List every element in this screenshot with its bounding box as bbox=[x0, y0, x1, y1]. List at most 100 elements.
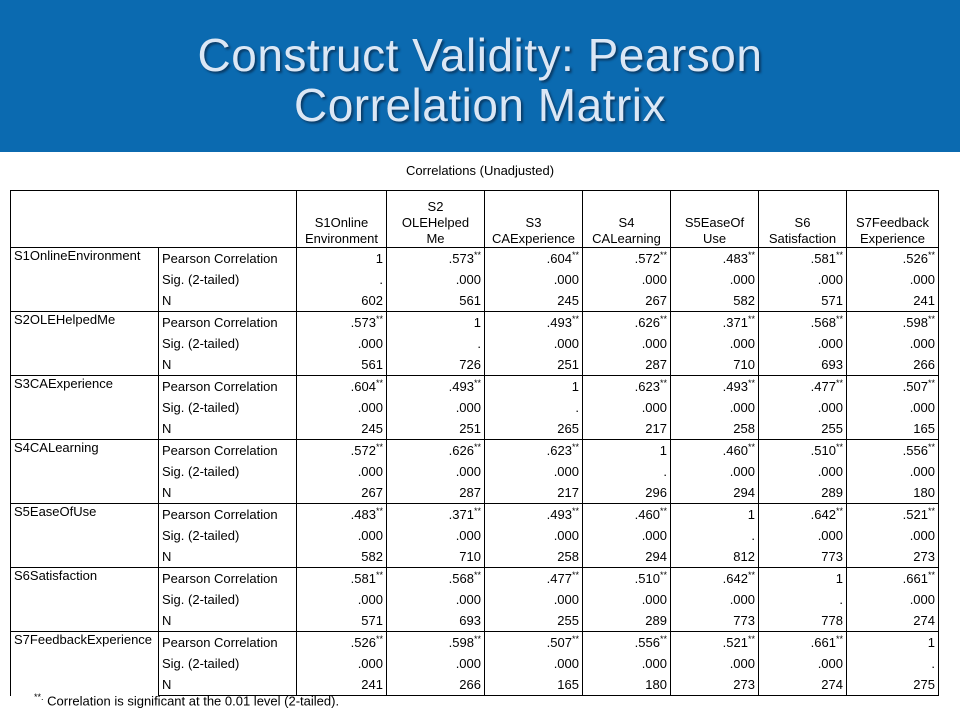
table-cell: 180 bbox=[582, 674, 671, 696]
table-cell: 267 bbox=[296, 482, 387, 504]
table-cell: .661** bbox=[846, 567, 939, 589]
table-cell: 289 bbox=[582, 610, 671, 632]
significance-marker: ** bbox=[927, 250, 935, 260]
table-cell: .000 bbox=[386, 461, 485, 482]
column-header-line-2: OLEHelped bbox=[401, 215, 470, 230]
table-cell: 710 bbox=[386, 546, 485, 568]
cell-value: 1 bbox=[835, 571, 843, 586]
cell-value: 289 bbox=[821, 485, 843, 500]
column-header-line-1 bbox=[488, 199, 579, 215]
variable-name: S1OnlineEnvironment bbox=[10, 247, 159, 312]
cell-value: .000 bbox=[729, 336, 755, 351]
table-cell: .000 bbox=[296, 589, 387, 610]
table-cell: 582 bbox=[670, 290, 759, 312]
cell-value: .000 bbox=[455, 272, 481, 287]
statistic-label: Sig. (2-tailed) bbox=[158, 269, 297, 290]
table-row: S2OLEHelpedMe Pearson Correlation .573** 1.… bbox=[10, 311, 939, 376]
table-cell: .000 bbox=[484, 653, 583, 674]
table-cell: 296 bbox=[582, 482, 671, 504]
cell-value: 294 bbox=[733, 485, 755, 500]
significance-marker: ** bbox=[375, 634, 383, 644]
cell-value: 561 bbox=[361, 357, 383, 372]
significance-marker: ** bbox=[835, 506, 843, 516]
column-header-line-1 bbox=[300, 199, 383, 215]
table-cell: 266 bbox=[846, 354, 939, 376]
cell-value: .604 bbox=[350, 379, 376, 394]
footnote-text: Correlation is significant at the 0.01 l… bbox=[47, 693, 340, 709]
footnote-marker: **. bbox=[34, 692, 44, 702]
cell-value: 710 bbox=[459, 549, 481, 564]
table-cell: 710 bbox=[670, 354, 759, 376]
cell-value: .572 bbox=[634, 251, 660, 266]
cell-value: .507 bbox=[546, 635, 572, 650]
cell-value: .000 bbox=[909, 528, 935, 543]
statistic-label: Pearson Correlation bbox=[158, 311, 297, 333]
table-cell: . bbox=[758, 589, 847, 610]
table-cell: .521** bbox=[846, 503, 939, 525]
table-row: S5EaseOfUse Pearson Correlation .483** .371… bbox=[10, 503, 939, 568]
variable-name: S5EaseOfUse bbox=[10, 503, 159, 568]
cell-value: .526 bbox=[902, 251, 928, 266]
cell-value: 693 bbox=[459, 613, 481, 628]
cell-value: . bbox=[575, 400, 579, 415]
significance-marker: ** bbox=[571, 314, 579, 324]
table-cell: .000 bbox=[386, 525, 485, 546]
table-cell: .604** bbox=[296, 375, 387, 397]
cell-value: .000 bbox=[909, 272, 935, 287]
cell-value: .000 bbox=[357, 400, 383, 415]
cell-value: .573 bbox=[448, 251, 474, 266]
cell-value: 217 bbox=[557, 485, 579, 500]
table-row: N 267 287 217 296 294 289 180 bbox=[11, 482, 939, 504]
cell-value: .000 bbox=[817, 400, 843, 415]
table-cell: .493** bbox=[670, 375, 759, 397]
table-cell: .000 bbox=[484, 269, 583, 290]
cell-value: 726 bbox=[459, 357, 481, 372]
cell-value: 274 bbox=[821, 677, 843, 692]
table-cell: .000 bbox=[846, 269, 939, 290]
cell-value: .581 bbox=[350, 571, 376, 586]
table-cell: .000 bbox=[758, 397, 847, 418]
statistic-label: Sig. (2-tailed) bbox=[158, 397, 297, 418]
cell-value: 165 bbox=[913, 421, 935, 436]
cell-value: .493 bbox=[722, 379, 748, 394]
table-cell: .000 bbox=[296, 461, 387, 482]
table-cell: 812 bbox=[670, 546, 759, 568]
cell-value: .000 bbox=[641, 272, 667, 287]
cell-value: .000 bbox=[553, 592, 579, 607]
cell-value: .000 bbox=[729, 400, 755, 415]
table-cell: .000 bbox=[846, 333, 939, 354]
cell-value: .493 bbox=[546, 507, 572, 522]
column-header-line-1 bbox=[674, 199, 755, 215]
cell-value: 582 bbox=[733, 293, 755, 308]
table-cell: 602 bbox=[296, 290, 387, 312]
column-header-line-2: S1Online bbox=[314, 215, 369, 230]
table-cell: .000 bbox=[758, 333, 847, 354]
table-cell: 165 bbox=[484, 674, 583, 696]
table-footnote: **. Correlation is significant at the 0.… bbox=[34, 692, 339, 708]
cell-value: 274 bbox=[913, 613, 935, 628]
table-cell: .510** bbox=[582, 567, 671, 589]
table-cell: 726 bbox=[386, 354, 485, 376]
table-cell: .000 bbox=[846, 461, 939, 482]
cell-value: 275 bbox=[913, 677, 935, 692]
cell-value: 180 bbox=[645, 677, 667, 692]
cell-value: .000 bbox=[357, 464, 383, 479]
significance-marker: ** bbox=[835, 634, 843, 644]
significance-marker: ** bbox=[747, 314, 755, 324]
cell-value: 693 bbox=[821, 357, 843, 372]
table-row: S3CAExperience Pearson Correlation .604**.… bbox=[10, 375, 939, 440]
cell-value: .000 bbox=[641, 656, 667, 671]
table-cell: .000 bbox=[582, 525, 671, 546]
table-cell: 561 bbox=[296, 354, 387, 376]
cell-value: 255 bbox=[557, 613, 579, 628]
variable-name: S3CAExperience bbox=[10, 375, 159, 440]
cell-value: .493 bbox=[448, 379, 474, 394]
table-cell: 258 bbox=[670, 418, 759, 440]
column-header: S2 OLEHelped Me bbox=[386, 190, 485, 248]
table-cell: . bbox=[296, 269, 387, 290]
significance-marker: ** bbox=[659, 378, 667, 388]
table-cell: .000 bbox=[386, 589, 485, 610]
column-header: S1Online Environment bbox=[296, 190, 387, 248]
table-cell: 287 bbox=[582, 354, 671, 376]
statistic-label: Pearson Correlation bbox=[158, 567, 297, 589]
